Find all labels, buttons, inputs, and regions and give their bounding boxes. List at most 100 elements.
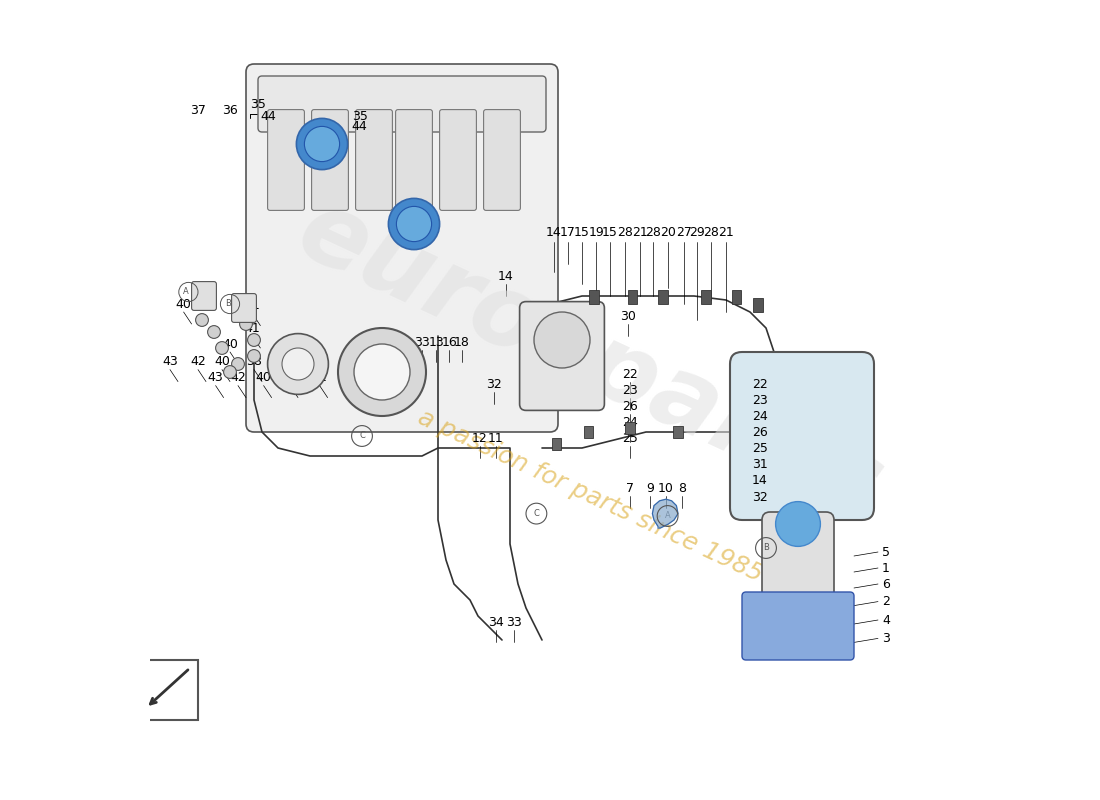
Text: 17: 17 (560, 226, 575, 239)
Text: 16: 16 (441, 336, 458, 349)
FancyBboxPatch shape (246, 64, 558, 432)
Polygon shape (652, 499, 678, 528)
Text: 21: 21 (631, 226, 648, 239)
FancyBboxPatch shape (730, 352, 875, 520)
Text: 35: 35 (352, 110, 367, 122)
Circle shape (240, 318, 252, 330)
Text: B: B (763, 543, 769, 553)
FancyBboxPatch shape (742, 592, 854, 660)
Text: 11: 11 (487, 432, 504, 445)
FancyBboxPatch shape (258, 76, 546, 132)
Circle shape (248, 334, 261, 346)
Text: 33: 33 (414, 336, 430, 349)
Text: 18: 18 (454, 336, 470, 349)
Text: 3: 3 (882, 632, 890, 645)
Text: 41: 41 (244, 299, 261, 312)
Text: 6: 6 (882, 578, 890, 590)
Circle shape (354, 344, 410, 400)
FancyBboxPatch shape (191, 282, 217, 310)
Bar (658, 290, 668, 304)
Text: 15: 15 (602, 226, 618, 239)
Text: A: A (664, 511, 671, 521)
Text: 23: 23 (623, 384, 638, 397)
Circle shape (296, 118, 348, 170)
Bar (673, 426, 683, 438)
Text: 25: 25 (623, 432, 638, 445)
Text: 26: 26 (751, 426, 768, 438)
Circle shape (232, 358, 244, 370)
Text: 28: 28 (646, 226, 661, 239)
Bar (551, 438, 561, 450)
Circle shape (223, 366, 236, 378)
Circle shape (267, 334, 329, 394)
Text: 41: 41 (311, 371, 328, 384)
Text: 22: 22 (751, 378, 768, 390)
Circle shape (248, 350, 261, 362)
Circle shape (338, 328, 426, 416)
Text: 20: 20 (660, 226, 676, 239)
FancyBboxPatch shape (484, 110, 520, 210)
FancyBboxPatch shape (311, 110, 349, 210)
Text: 38: 38 (246, 355, 262, 368)
Text: 42: 42 (190, 355, 206, 368)
Circle shape (534, 312, 590, 368)
Text: 32: 32 (486, 378, 502, 390)
Text: 41: 41 (244, 322, 261, 334)
Text: 1: 1 (882, 562, 890, 574)
Text: 29: 29 (690, 226, 705, 239)
FancyBboxPatch shape (396, 110, 432, 210)
Bar (732, 290, 741, 304)
Text: 40: 40 (255, 371, 272, 384)
Bar (584, 426, 593, 438)
Text: 40: 40 (176, 298, 191, 310)
Text: 24: 24 (751, 410, 768, 422)
FancyBboxPatch shape (519, 302, 604, 410)
Circle shape (396, 206, 431, 242)
Text: 43: 43 (208, 371, 223, 384)
Text: 14: 14 (546, 226, 562, 239)
Circle shape (388, 198, 440, 250)
Text: 24: 24 (623, 416, 638, 429)
Circle shape (208, 326, 220, 338)
Text: 35: 35 (250, 98, 266, 110)
Text: 4: 4 (882, 614, 890, 626)
Text: 9: 9 (646, 482, 653, 494)
Text: B: B (226, 299, 231, 309)
FancyBboxPatch shape (267, 110, 305, 210)
Circle shape (216, 342, 229, 354)
Bar (590, 290, 598, 304)
Text: 30: 30 (620, 310, 636, 322)
Bar (754, 298, 762, 312)
Text: 12: 12 (472, 432, 487, 445)
Text: 26: 26 (623, 400, 638, 413)
Text: 39: 39 (282, 371, 298, 384)
Text: 21: 21 (718, 226, 734, 239)
FancyBboxPatch shape (762, 512, 834, 608)
Text: 42: 42 (230, 371, 246, 384)
Circle shape (196, 314, 208, 326)
Text: 37: 37 (190, 104, 206, 117)
Bar (628, 290, 637, 304)
Text: 23: 23 (751, 394, 768, 406)
Text: 34: 34 (487, 616, 504, 629)
Text: 19: 19 (588, 226, 604, 239)
Text: C: C (359, 431, 365, 441)
Text: 44: 44 (352, 120, 367, 133)
Text: 31: 31 (751, 458, 768, 470)
Text: a passion for parts since 1985: a passion for parts since 1985 (414, 406, 767, 586)
Text: 28: 28 (703, 226, 718, 239)
Text: 2: 2 (882, 595, 890, 608)
Text: C: C (534, 509, 539, 518)
Circle shape (776, 502, 821, 546)
Text: 14: 14 (498, 270, 514, 282)
Circle shape (282, 348, 314, 380)
Text: A: A (183, 287, 189, 297)
Text: 44: 44 (261, 110, 276, 122)
Bar (625, 422, 635, 434)
Text: 36: 36 (222, 104, 238, 117)
Text: 43: 43 (162, 355, 178, 368)
Text: 28: 28 (617, 226, 634, 239)
Text: 10: 10 (658, 482, 674, 494)
FancyBboxPatch shape (355, 110, 393, 210)
Text: 22: 22 (623, 368, 638, 381)
